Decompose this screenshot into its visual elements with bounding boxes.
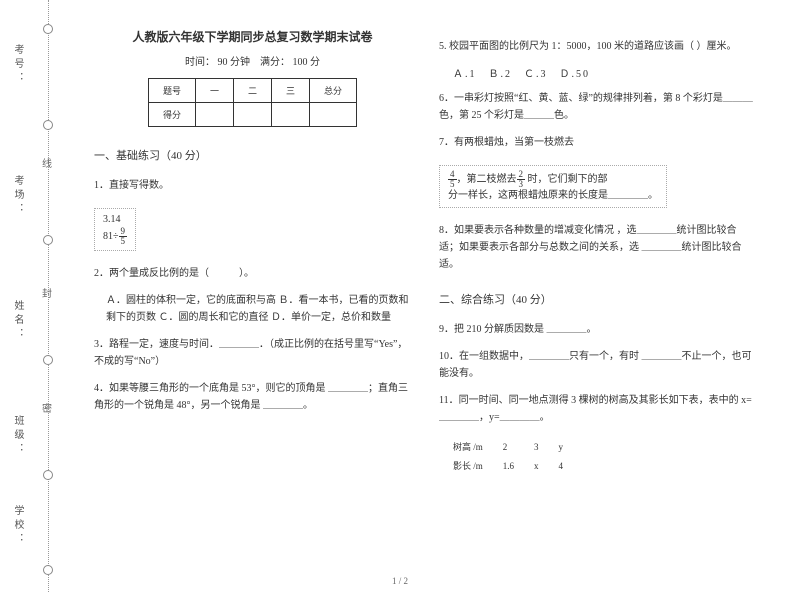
score-cell: 三 (272, 79, 310, 103)
formula-line: 3.14 (103, 213, 127, 227)
table-row: 影长 /m 1.6 x 4 (453, 457, 581, 474)
exam-subtitle: 时间： 90 分钟 满分： 100 分 (94, 53, 411, 68)
question-10: 10．在一组数据中，＿＿＿＿只有一个，有时 ＿＿＿＿不止一个，也可能没有。 (439, 348, 756, 382)
tree-table: 树高 /m 2 3 y 影长 /m 1.6 x 4 (451, 436, 583, 476)
table-cell: 3 (534, 438, 557, 455)
table-cell: 4 (559, 457, 582, 474)
column-left: 人教版六年级下学期同步总复习数学期末试卷 时间： 90 分钟 满分： 100 分… (80, 0, 425, 592)
question-5-choices: Ａ.1 Ｂ.2 Ｃ.3 Ｄ.50 (453, 65, 756, 80)
binding-circle (43, 565, 53, 575)
score-cell: 总分 (310, 79, 357, 103)
score-cell (195, 103, 233, 127)
table-cell: 影长 /m (453, 457, 501, 474)
denominator: 5 (119, 237, 128, 246)
binding-label: 学校： (10, 505, 25, 547)
binding-label: 考号： (10, 44, 25, 86)
formula-box: 45，第二枝燃去23 时，它们剩下的部 分一样长，这两根蜡烛原来的长度是＿＿＿＿… (439, 165, 667, 208)
formula-line: 81÷95 (103, 227, 127, 246)
question-1: 1．直接写得数。 (94, 177, 411, 194)
formula-text: ，第二枝燃去 (457, 174, 517, 185)
denominator: 5 (448, 180, 457, 189)
section-heading-1: 一、基础练习（40 分） (94, 147, 411, 163)
question-2: 2．两个量成反比例的是（ ）。 (94, 265, 411, 282)
binding-circle (43, 470, 53, 480)
table-row: 树高 /m 2 3 y (453, 438, 581, 455)
page-number: 1 / 2 (0, 576, 800, 586)
binding-char: 密 (42, 400, 52, 415)
section-heading-2: 二、综合练习（40 分） (439, 291, 756, 307)
question-8: 8．如果要表示各种数量的增减变化情况 ，选＿＿＿＿统计图比较合适；如果要表示各部… (439, 222, 756, 273)
score-cell (233, 103, 271, 127)
score-cell: 二 (233, 79, 271, 103)
question-4: 4．如果等腰三角形的一个底角是 53°，则它的顶角是 ＿＿＿＿；直角三角形的一个… (94, 380, 411, 414)
score-cell: 得分 (148, 103, 195, 127)
formula-box: 3.14 81÷95 (94, 208, 136, 251)
score-table: 题号 一 二 三 总分 得分 (148, 78, 357, 127)
formula-text: 时，它们剩下的部 (525, 174, 608, 185)
denominator: 3 (517, 180, 526, 189)
binding-label: 班级： (10, 415, 25, 457)
question-5: 5. 校园平面图的比例尺为 1：5000，100 米的道路应该画（ ）厘米。 (439, 38, 756, 55)
page-content: 人教版六年级下学期同步总复习数学期末试卷 时间： 90 分钟 满分： 100 分… (80, 0, 800, 592)
table-row: 得分 (148, 103, 356, 127)
table-row: 题号 一 二 三 总分 (148, 79, 356, 103)
question-3: 3．路程一定，速度与时间．＿＿＿＿．（成正比例的在括号里写“Yes”，不成的写“… (94, 336, 411, 370)
score-cell (272, 103, 310, 127)
table-cell: 2 (503, 438, 532, 455)
fraction: 45 (448, 170, 457, 189)
fraction: 23 (517, 170, 526, 189)
table-cell: 1.6 (503, 457, 532, 474)
score-cell: 题号 (148, 79, 195, 103)
table-cell: y (559, 438, 582, 455)
formula-text: 分一样长，这两根蜡烛原来的长度是＿＿＿＿。 (448, 189, 658, 203)
binding-label: 考场： (10, 175, 25, 217)
question-2-options: Ａ．圆柱的体积一定，它的底面积与高 Ｂ．看一本书，已看的页数和剩下的页数 Ｃ．圆… (94, 292, 411, 326)
column-right: 5. 校园平面图的比例尺为 1：5000，100 米的道路应该画（ ）厘米。 Ａ… (425, 0, 770, 592)
binding-circle (43, 235, 53, 245)
binding-label: 姓名： (10, 300, 25, 342)
question-7: 7．有两根蜡烛，当第一枝燃去 (439, 134, 756, 151)
binding-circle (43, 120, 53, 130)
binding-circle (43, 24, 53, 34)
table-cell: 树高 /m (453, 438, 501, 455)
exam-title: 人教版六年级下学期同步总复习数学期末试卷 (94, 28, 411, 45)
question-6: 6．一串彩灯按照“红、黄、蓝、绿”的规律排列着，第 8 个彩灯是＿＿＿色，第 2… (439, 90, 756, 124)
score-cell: 一 (195, 79, 233, 103)
fraction: 95 (119, 227, 128, 246)
formula-prefix: 81÷ (103, 231, 119, 242)
question-11: 11．同一时间、同一地点测得 3 棵树的树高及其影长如下表，表中的 x=＿＿＿＿… (439, 392, 756, 426)
table-cell: x (534, 457, 557, 474)
binding-char: 线 (42, 155, 52, 170)
binding-circle (43, 355, 53, 365)
binding-margin: 考号： 线 考场： 封 姓名： 密 班级： 学校： (0, 0, 70, 592)
binding-char: 封 (42, 285, 52, 300)
score-cell (310, 103, 357, 127)
question-9: 9．把 210 分解质因数是 ＿＿＿＿。 (439, 321, 756, 338)
